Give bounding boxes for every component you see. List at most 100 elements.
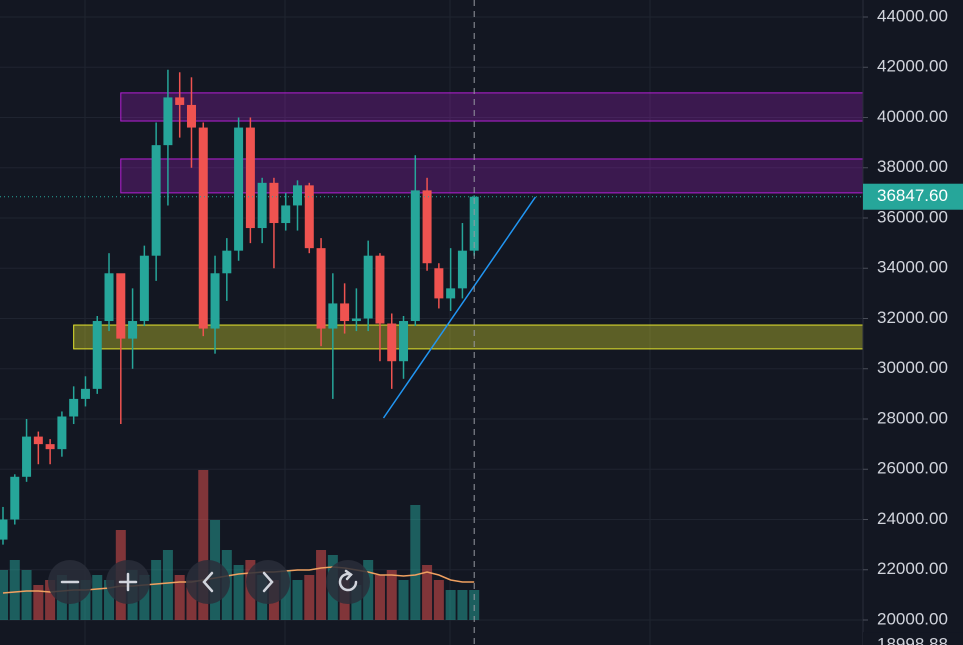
- zoom-out-button[interactable]: [48, 560, 92, 604]
- volume-bar: [104, 580, 115, 620]
- candle-body: [10, 476, 20, 520]
- y-tick-label: 30000.00: [877, 358, 948, 377]
- y-tick-label: 24000.00: [877, 509, 948, 528]
- candle-body: [45, 444, 55, 450]
- volume-bar: [445, 590, 456, 620]
- volume-bar: [80, 580, 91, 620]
- y-tick-label: 42000.00: [877, 57, 948, 76]
- volume-bar: [139, 575, 150, 620]
- volume-bar: [151, 560, 162, 620]
- low-price-label: 18998.88: [877, 635, 948, 645]
- volume-bar: [198, 470, 209, 620]
- y-tick-label: 20000.00: [877, 609, 948, 628]
- y-tick-label: 40000.00: [877, 107, 948, 126]
- last-price-box: [863, 183, 963, 210]
- candle-body: [340, 303, 350, 322]
- candle-body: [375, 255, 385, 324]
- candle-body: [422, 190, 432, 264]
- volume-bar: [351, 585, 362, 620]
- price-zone: [73, 324, 864, 350]
- y-tick-label: 22000.00: [877, 559, 948, 578]
- volume-bar: [386, 570, 397, 620]
- price-zone: [120, 92, 864, 122]
- candle-body: [139, 255, 149, 322]
- price-zone: [120, 158, 864, 194]
- candle-body: [387, 323, 397, 362]
- candle-body: [104, 273, 114, 322]
- candle-body: [69, 398, 79, 417]
- volume-bar: [0, 570, 8, 620]
- candle-body: [446, 288, 456, 299]
- volume-bar: [398, 580, 409, 620]
- candle-body: [269, 182, 279, 224]
- scroll-left-button[interactable]: [186, 560, 230, 604]
- price-axis: 20000.00 22000.00 24000.00 26000.00 28000.00…: [863, 6, 963, 645]
- candle-body: [328, 303, 338, 329]
- candle-body: [80, 388, 90, 399]
- candle-body: [33, 436, 43, 445]
- volume-bar: [316, 550, 327, 620]
- grid: [0, 16, 863, 621]
- volume-bar: [92, 575, 103, 620]
- scroll-right-button[interactable]: [246, 560, 290, 604]
- reset-button[interactable]: [326, 560, 370, 604]
- candle-body: [351, 318, 361, 322]
- volume-bar: [457, 590, 468, 620]
- drawings: [73, 92, 864, 350]
- volume-bar: [9, 560, 20, 620]
- y-tick-label: 32000.00: [877, 308, 948, 327]
- y-tick-label: 38000.00: [877, 157, 948, 176]
- overlay-lines: [0, 0, 863, 645]
- y-tick-label: 36000.00: [877, 207, 948, 226]
- candle-body: [245, 127, 255, 229]
- candle-body: [222, 250, 232, 274]
- candle-body: [399, 321, 409, 362]
- volume-bar: [433, 580, 444, 620]
- candle-body: [363, 255, 373, 319]
- candles: [0, 69, 479, 545]
- candle-body: [0, 519, 8, 540]
- volume-bar: [45, 580, 56, 620]
- candle-body: [163, 97, 173, 146]
- volume-bar: [422, 565, 433, 620]
- y-tick-label: 28000.00: [877, 408, 948, 427]
- low-price-box: [863, 632, 963, 645]
- candle-body: [434, 268, 444, 299]
- y-tick-label: 26000.00: [877, 459, 948, 478]
- candle-body: [116, 273, 126, 339]
- candle-body: [128, 321, 138, 339]
- candle-body: [293, 185, 302, 206]
- volume-bar: [162, 550, 173, 620]
- toolbar: [48, 560, 370, 604]
- candle-body: [410, 190, 420, 322]
- y-tick-label: 44000.00: [877, 6, 948, 25]
- volume-bar: [374, 575, 385, 620]
- candle-body: [175, 97, 185, 105]
- volume-bar: [410, 505, 421, 620]
- candle-body: [234, 127, 244, 251]
- volume-bar: [186, 580, 197, 620]
- trend-line: [382, 196, 537, 419]
- candle-body: [186, 104, 196, 128]
- volume-bar: [174, 575, 185, 620]
- volume-bar: [304, 575, 315, 620]
- candle-body: [210, 273, 220, 329]
- candle-body: [198, 127, 208, 329]
- candle-body: [281, 205, 291, 224]
- zoom-in-button[interactable]: [106, 560, 150, 604]
- volume-bar: [233, 565, 244, 620]
- volume-bar: [33, 585, 44, 620]
- candle-body: [316, 248, 326, 329]
- candle-body: [57, 416, 67, 450]
- candle-body: [257, 182, 267, 229]
- volume-bar: [292, 580, 303, 620]
- candle-body: [151, 145, 161, 256]
- candle-body: [304, 185, 314, 249]
- candle-body: [457, 250, 467, 289]
- candle-body: [92, 321, 102, 389]
- candle-body: [22, 436, 32, 477]
- y-tick-label: 34000.00: [877, 258, 948, 277]
- last-price-label: 36847.60: [877, 186, 948, 205]
